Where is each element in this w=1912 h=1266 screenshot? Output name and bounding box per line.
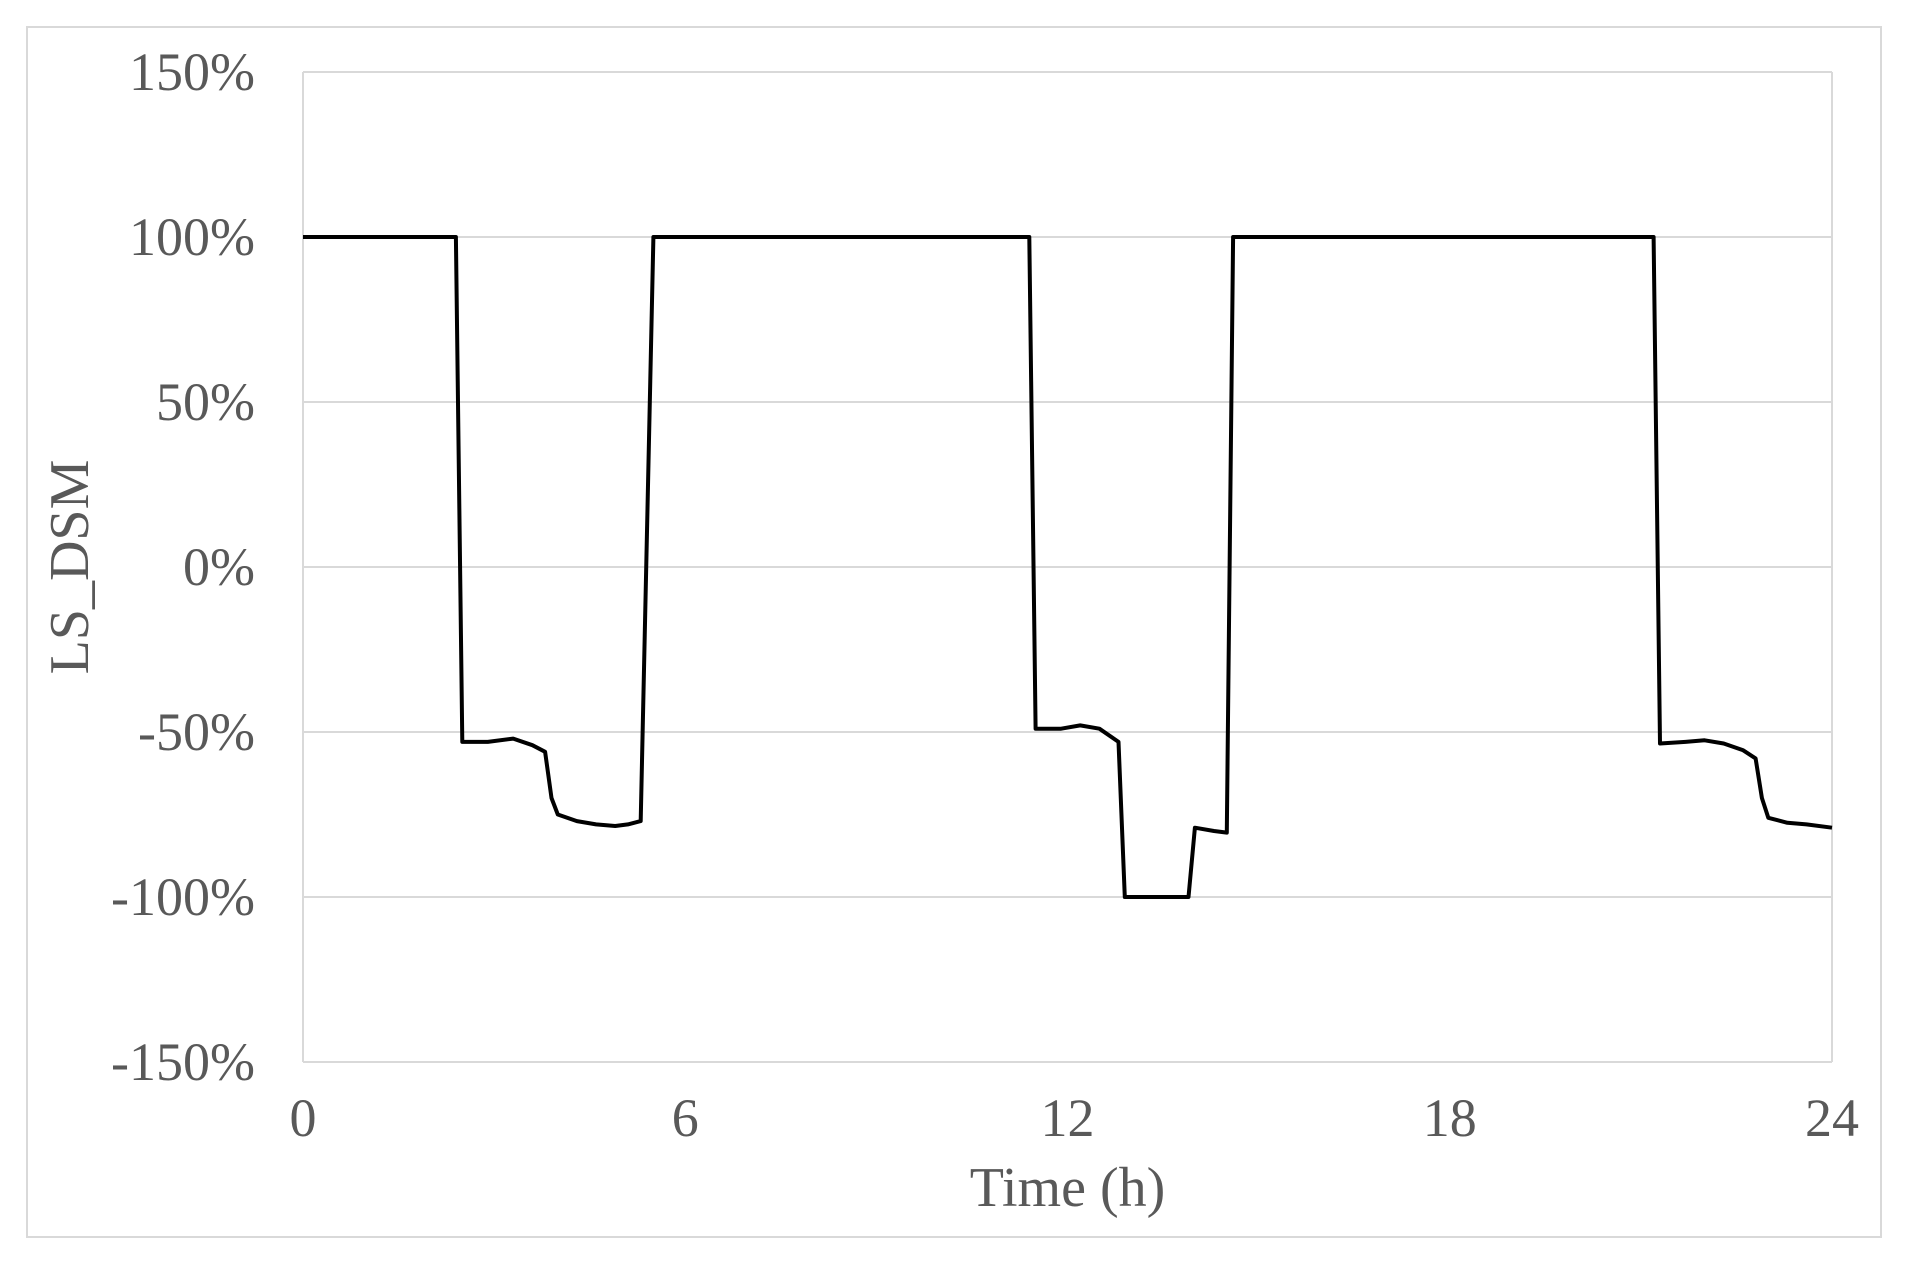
x-axis-tick-labels: 0 6 12 18 24 [290,1088,1860,1148]
x-tick-label: 0 [290,1088,317,1148]
x-tick-label: 6 [672,1088,699,1148]
series-line-ls-dsm [303,235,1833,899]
y-axis-tick-labels: 150% 100% 50% 0% -50% -100% -150% [111,42,255,1092]
y-tick-label: 0% [183,537,255,597]
y-tick-label: 50% [156,372,255,432]
y-tick-label: -150% [111,1032,255,1092]
y-axis-title: LS_DSM [39,460,101,675]
y-tick-label: 100% [129,207,255,267]
y-tick-label: 150% [129,42,255,102]
y-tick-label: -100% [111,867,255,927]
gridlines [303,71,1832,1063]
chart-frame [26,26,1882,1238]
x-axis-title: Time (h) [970,1157,1166,1219]
x-tick-label: 12 [1041,1088,1095,1148]
x-tick-label: 24 [1805,1088,1859,1148]
y-tick-label: -50% [138,702,255,762]
x-tick-label: 18 [1423,1088,1477,1148]
